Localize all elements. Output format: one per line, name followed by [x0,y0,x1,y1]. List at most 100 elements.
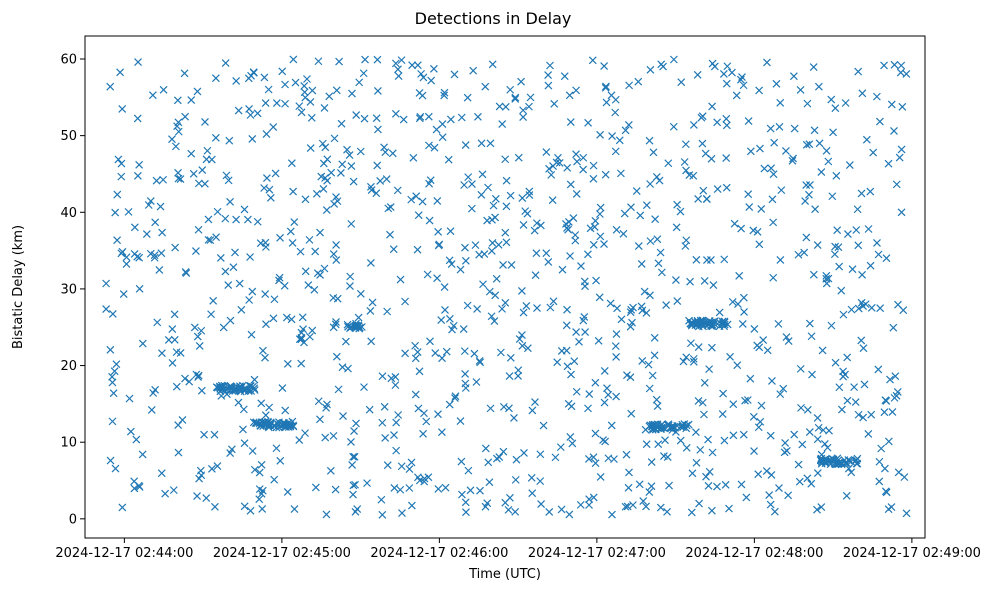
data-point [626,308,635,317]
data-point [144,201,153,209]
data-point [625,81,634,90]
data-point [411,341,420,350]
data-point [213,462,222,471]
data-point [844,464,853,473]
data-point [269,123,278,131]
data-point [234,106,243,115]
data-point [650,421,659,429]
data-point [769,170,778,179]
data-point [835,383,844,392]
data-point [803,405,812,414]
data-point [580,312,589,321]
data-point [311,483,320,492]
data-point [316,415,324,424]
data-point [235,279,244,288]
data-point [664,159,673,168]
data-point [589,161,598,170]
data-point [621,502,630,511]
data-point [332,352,341,361]
data-point [608,132,617,140]
data-point [770,507,779,516]
data-point [373,55,382,64]
data-point [599,436,607,444]
data-point [243,215,252,224]
data-point [117,249,126,258]
data-point [301,267,310,276]
data-point [713,185,722,194]
data-point [407,501,416,510]
data-point [417,69,425,78]
data-point [822,146,831,155]
data-point [691,428,700,437]
data-point [591,459,600,468]
data-point [153,318,162,327]
data-point [481,444,490,453]
data-point [499,261,507,269]
data-point [485,287,494,296]
data-point [637,259,646,268]
data-point [321,433,330,442]
data-point [272,99,281,107]
data-point [507,260,516,269]
data-point [880,61,888,70]
data-point [445,400,454,409]
data-point [419,429,427,438]
data-point [135,483,144,491]
data-point [347,438,355,446]
data-point [704,435,712,444]
data-point [809,270,818,279]
data-point [232,77,241,85]
data-point [383,461,392,470]
data-point [637,302,646,311]
data-point [281,99,290,108]
data-point [460,347,469,356]
data-point [190,323,199,332]
data-point [642,201,651,210]
data-point [170,335,179,344]
data-point [705,365,714,374]
data-point [642,440,651,449]
data-point [112,360,121,369]
data-point [164,336,173,344]
data-point [490,317,499,325]
data-point [805,428,814,436]
data-point [463,301,472,310]
data-point [197,326,206,335]
data-point [339,412,347,420]
data-point [827,95,836,104]
data-point [368,298,377,307]
data-point [356,289,365,298]
data-point [349,490,357,499]
data-point [900,473,909,482]
data-point [519,106,528,115]
data-point [172,382,181,391]
data-point [272,419,281,427]
data-point [796,86,805,94]
data-point [869,148,878,157]
data-point [858,89,867,98]
data-point [467,204,476,213]
data-point [815,139,824,148]
data-point [602,98,611,107]
chart-title: Detections in Delay [415,9,572,28]
data-point [689,357,698,366]
data-point [258,504,267,513]
data-point [460,181,469,189]
data-point [817,456,826,465]
data-point [297,335,306,344]
data-point [399,115,408,124]
data-point [434,484,443,493]
data-point [634,77,643,86]
data-point [290,218,299,227]
data-point [246,253,255,261]
data-point [276,456,285,465]
data-point [600,366,609,375]
data-point [246,506,255,515]
data-point [822,274,831,283]
data-point [224,281,233,290]
data-point [867,303,876,312]
data-point [834,243,843,252]
data-point [412,192,421,201]
data-point [499,402,508,411]
data-point [411,390,420,399]
